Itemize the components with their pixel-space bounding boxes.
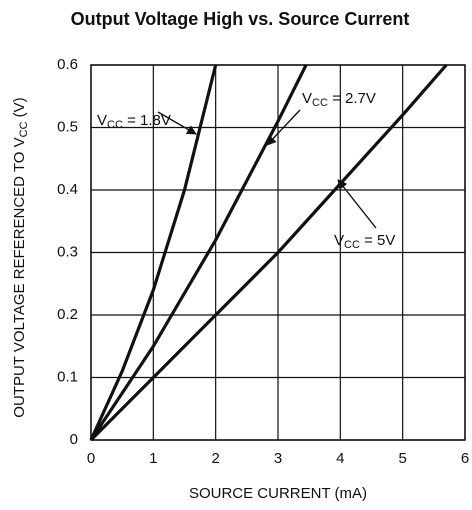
x-tick-label: 0 bbox=[87, 450, 95, 467]
x-tick-label: 6 bbox=[461, 450, 469, 467]
x-tick-label: 4 bbox=[336, 450, 344, 467]
y-tick-label: 0.4 bbox=[57, 181, 78, 198]
y-axis-label-part: CC bbox=[18, 121, 30, 137]
y-axis-label-part: OUTPUT VOLTAGE REFERENCED TO V bbox=[11, 137, 28, 417]
data-line bbox=[89, 64, 308, 441]
x-tick-label: 2 bbox=[211, 450, 219, 467]
series-label-part: CC bbox=[107, 119, 123, 131]
series-label-part: CC bbox=[344, 239, 360, 251]
series-label: VCC = 1.8V bbox=[97, 112, 171, 131]
series-label-part: = 2.7V bbox=[328, 90, 376, 107]
y-tick-label: 0.3 bbox=[57, 243, 78, 260]
series-label-part: CC bbox=[312, 97, 328, 109]
x-tick-label: 5 bbox=[398, 450, 406, 467]
chart-title: Output Voltage High vs. Source Current bbox=[71, 9, 410, 29]
data-line bbox=[89, 63, 448, 442]
y-tick-label: 0.6 bbox=[57, 56, 78, 73]
series-label-part: V bbox=[334, 232, 344, 249]
x-axis-label: SOURCE CURRENT (mA) bbox=[189, 485, 367, 502]
y-tick-label: 0.2 bbox=[57, 306, 78, 323]
series-label-part: = 1.8V bbox=[123, 112, 171, 129]
plot-frame bbox=[90, 64, 466, 441]
y-tick-label: 0.1 bbox=[57, 368, 78, 385]
y-tick-label: 0.5 bbox=[57, 118, 78, 135]
x-tick-label: 1 bbox=[149, 450, 157, 467]
series-label-part: = 5V bbox=[360, 232, 395, 249]
label-arrow bbox=[157, 111, 197, 135]
series-label: VCC = 2.7V bbox=[302, 90, 376, 109]
data-line bbox=[89, 64, 218, 441]
series-label-part: V bbox=[97, 112, 107, 129]
y-axis-label: OUTPUT VOLTAGE REFERENCED TO VCC (V) bbox=[11, 97, 30, 417]
series-label: VCC = 5V bbox=[334, 232, 395, 251]
y-axis-label-part: (V) bbox=[11, 97, 28, 121]
label-arrow bbox=[266, 109, 301, 146]
y-tick-label: 0 bbox=[70, 431, 78, 448]
x-tick-label: 3 bbox=[274, 450, 282, 467]
label-arrow bbox=[337, 179, 377, 229]
series-label-part: V bbox=[302, 90, 312, 107]
